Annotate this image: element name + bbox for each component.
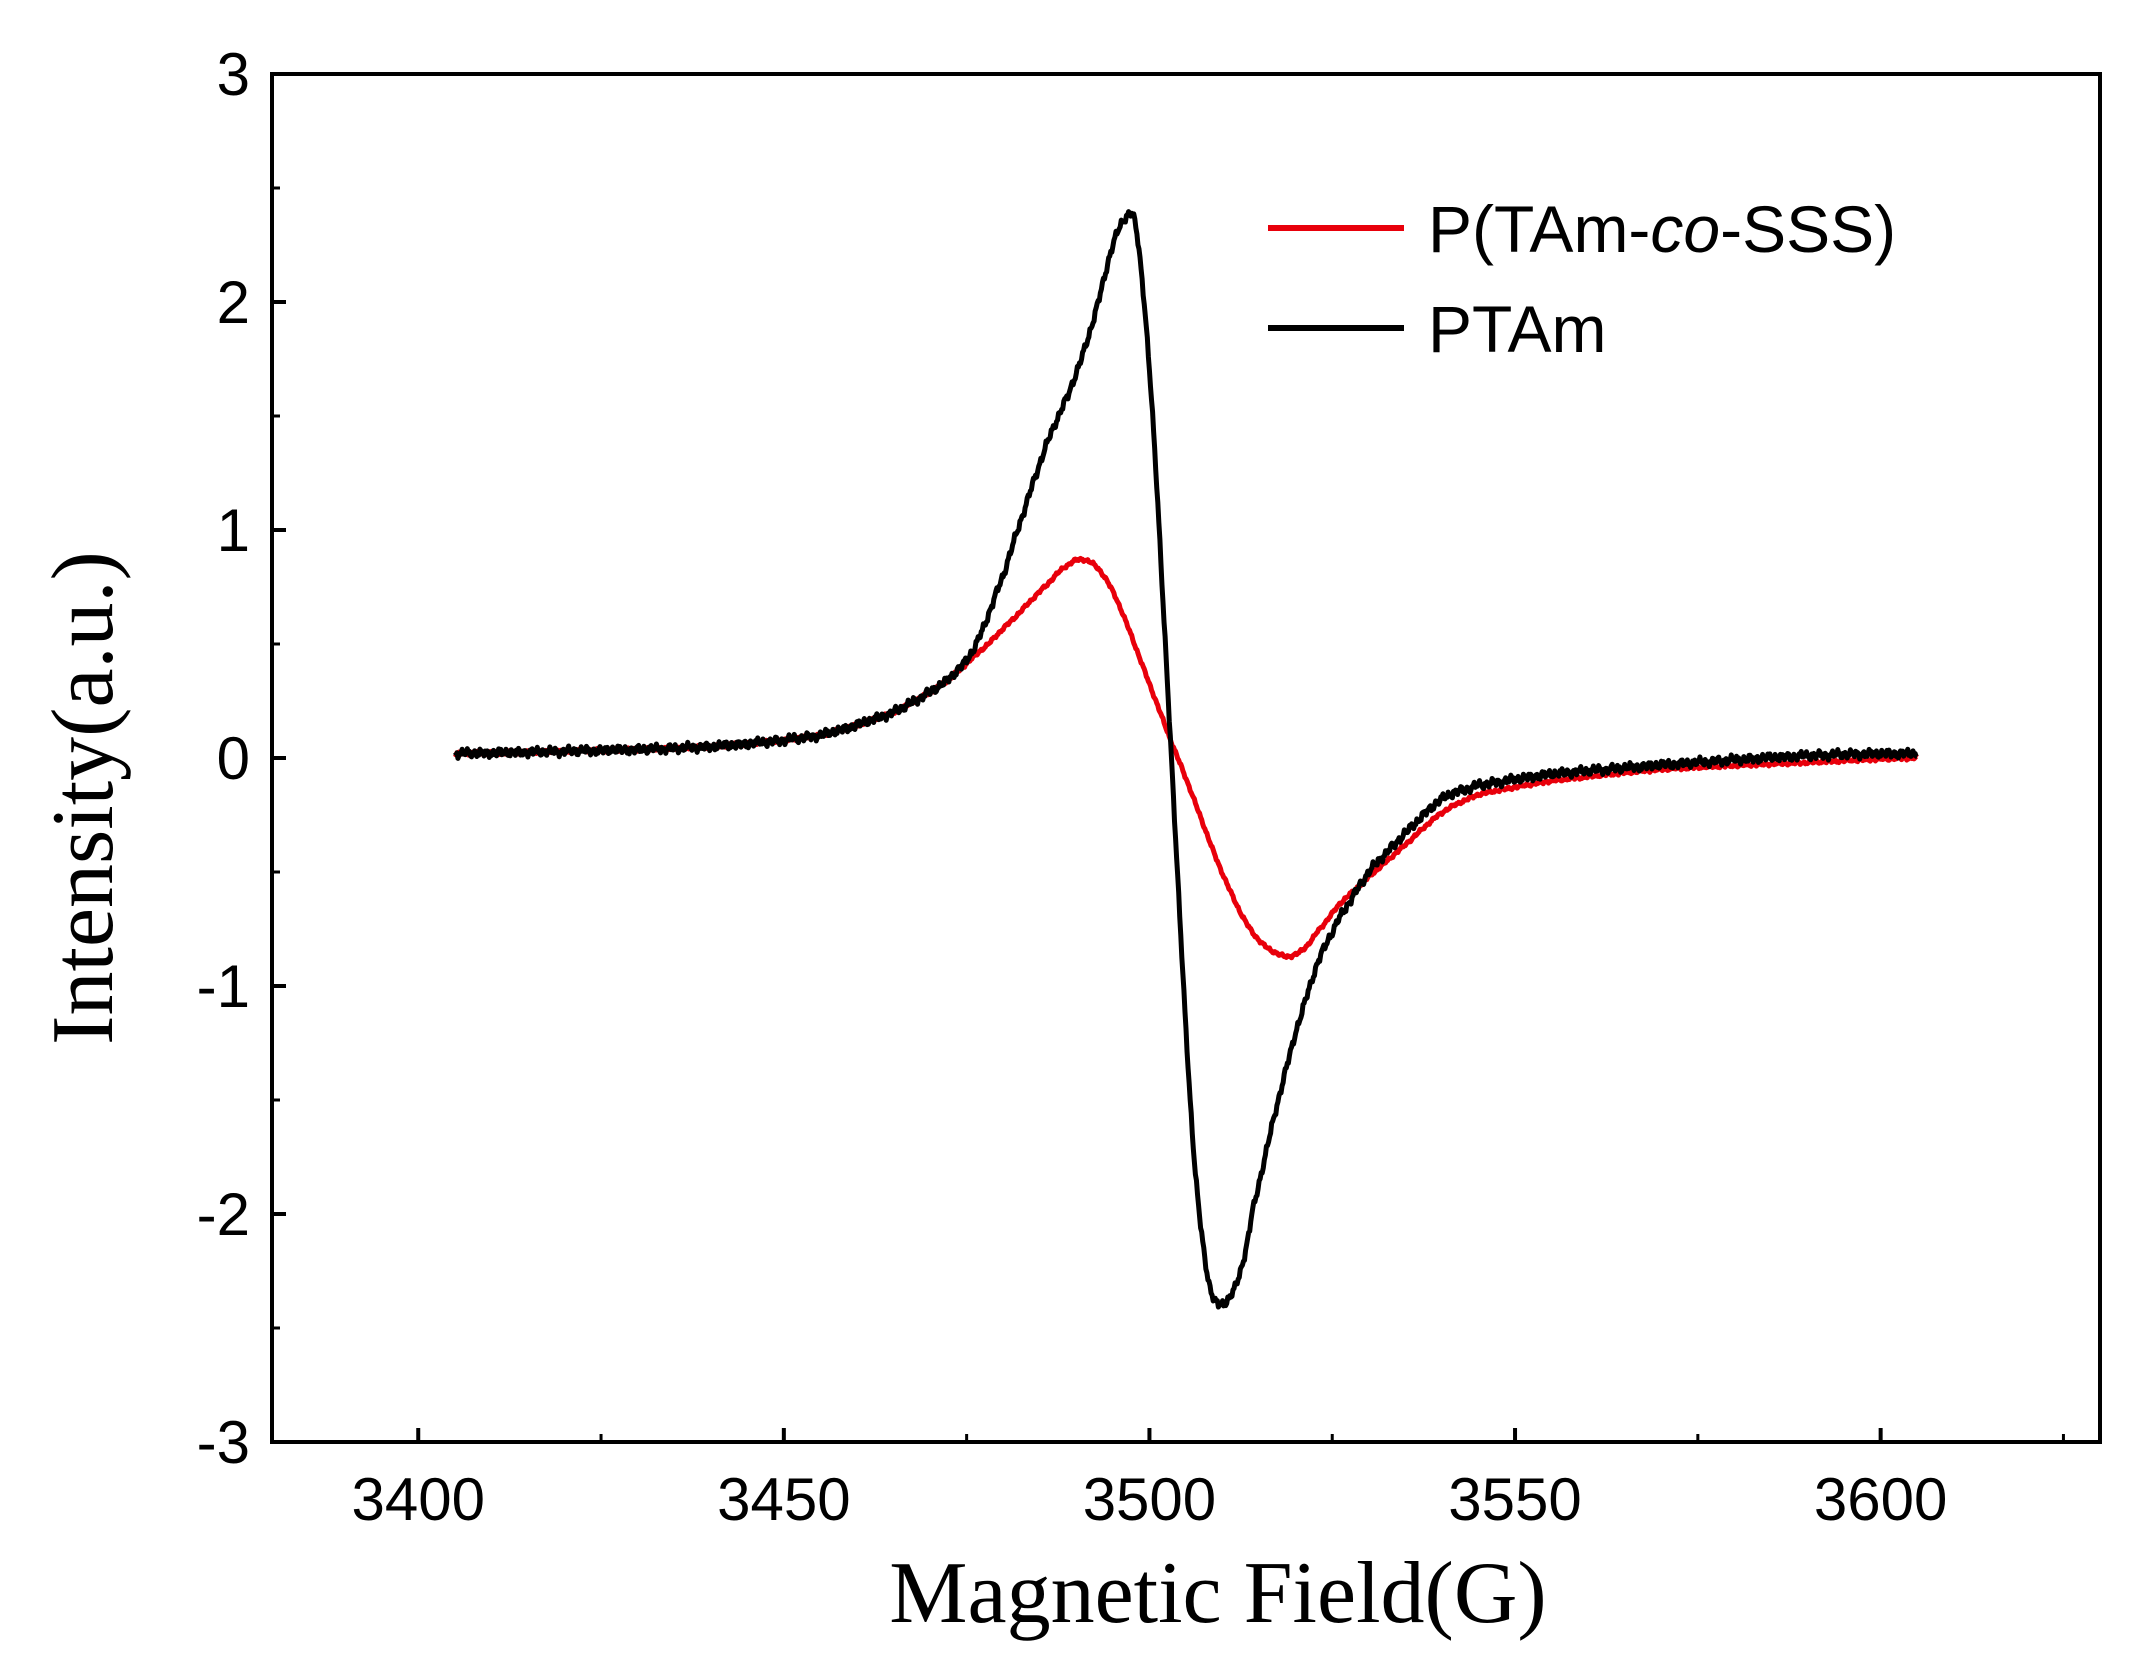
- x-tick-label: 3550: [1448, 1466, 1581, 1533]
- legend: P(TAm-co-SSS) PTAm: [1268, 192, 1896, 366]
- legend-label-part: P(TAm-: [1428, 192, 1650, 266]
- y-tick-label: 3: [217, 41, 250, 108]
- legend-label: PTAm: [1428, 292, 1606, 366]
- y-tick-label: -3: [197, 1409, 250, 1476]
- y-tick-label: 1: [217, 497, 250, 564]
- y-tick-label: 2: [217, 269, 250, 336]
- legend-label-part: PTAm: [1428, 292, 1606, 366]
- series-line-ptam: [452, 209, 1919, 1310]
- x-tick-label: 3400: [351, 1466, 484, 1533]
- legend-label: P(TAm-co-SSS): [1428, 192, 1896, 266]
- x-tick-label: 3500: [1083, 1466, 1216, 1533]
- x-axis: 3400 3450 3500 3550 3600: [351, 1428, 2065, 1533]
- series-layer: [452, 209, 1919, 1310]
- y-tick-label: -1: [197, 953, 250, 1020]
- legend-label-part: co: [1650, 192, 1720, 266]
- y-tick-label: 0: [217, 725, 250, 792]
- y-axis: -3 -2 -1 0 1 2 3: [197, 41, 286, 1476]
- x-axis-title: Magnetic Field(G): [889, 1545, 1546, 1642]
- x-tick-label: 3600: [1814, 1466, 1947, 1533]
- x-tick-label: 3450: [717, 1466, 850, 1533]
- y-axis-title: Intensity(a.u.): [35, 551, 132, 1045]
- y-tick-label: -2: [197, 1181, 250, 1248]
- legend-label-part: -SSS): [1720, 192, 1896, 266]
